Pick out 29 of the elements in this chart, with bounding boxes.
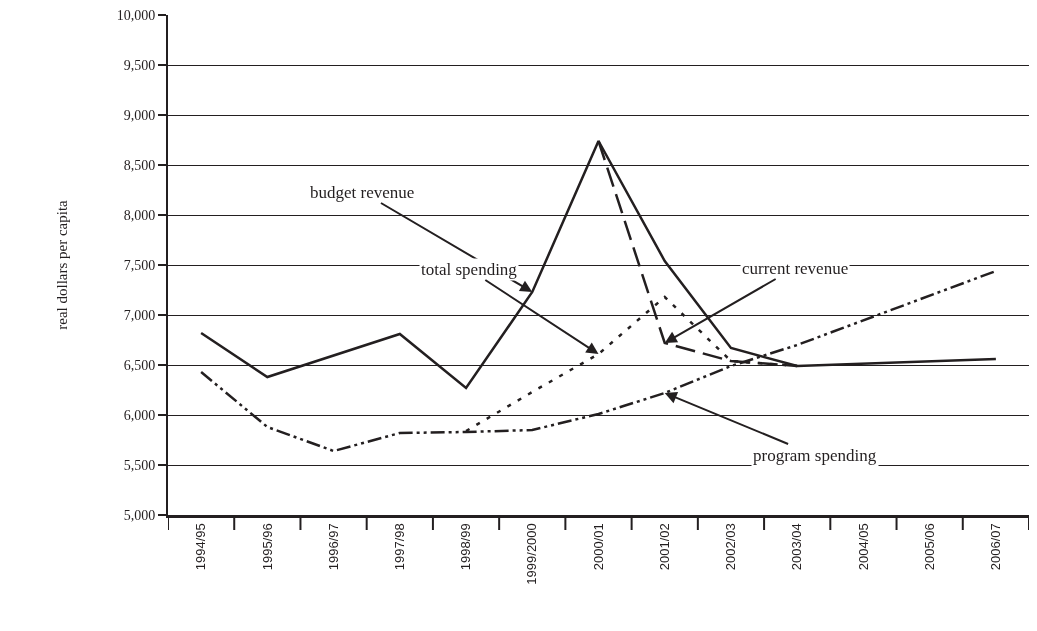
y-tick-label: 6,500 [123, 357, 156, 373]
y-tick-label: 8,500 [123, 157, 156, 173]
y-axis-title: real dollars per capita [54, 199, 71, 330]
y-tick-label: 9,500 [123, 57, 156, 73]
x-tick-label: 1999/2000 [524, 523, 540, 585]
y-tick-label: 8,000 [123, 207, 156, 223]
x-tick-label: 1997/98 [392, 523, 408, 571]
x-tick-label: 2005/06 [921, 523, 937, 571]
x-tick-label: 2002/03 [723, 523, 739, 571]
y-tick-label: 9,000 [123, 107, 156, 123]
x-tick-label: 2004/05 [855, 523, 871, 571]
x-tick-label: 1996/97 [325, 523, 341, 571]
x-tick-label: 1998/99 [458, 523, 474, 571]
x-tick-label: 2000/01 [590, 523, 606, 571]
annotation: current revenue [742, 259, 849, 278]
y-tick-label: 5,000 [123, 507, 156, 523]
y-tick-label: 7,000 [123, 307, 156, 323]
annotation: total spending [421, 260, 518, 279]
x-tick-label: 2006/07 [988, 523, 1004, 571]
y-tick-label: 5,500 [123, 457, 156, 473]
x-tick-label: 2003/04 [789, 523, 805, 571]
x-tick-label: 2001/02 [656, 523, 672, 571]
x-tick-label: 1994/95 [193, 523, 209, 571]
y-tick-label: 7,500 [123, 257, 156, 273]
annotation: budget revenue [310, 183, 415, 202]
y-tick-label: 6,000 [123, 407, 156, 423]
x-tick-label: 1995/96 [259, 523, 275, 571]
annotation: program spending [753, 446, 877, 465]
y-tick-label: 10,000 [116, 7, 156, 23]
